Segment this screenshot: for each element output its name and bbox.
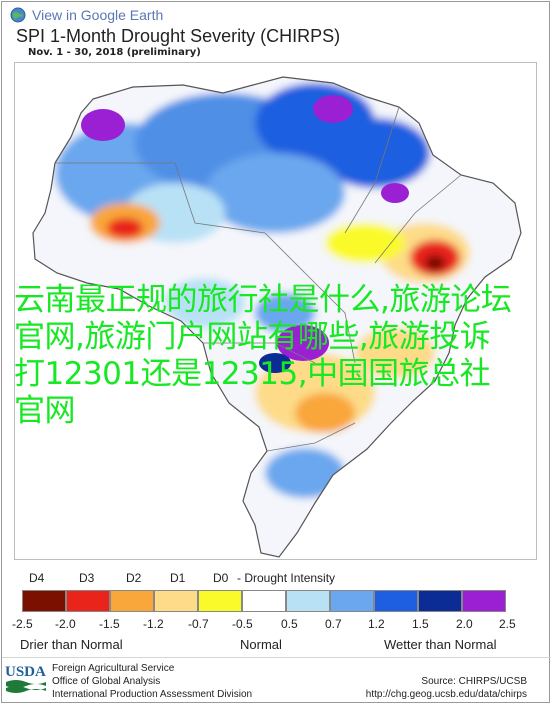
agency-line-3: International Production Assessment Divi… (52, 689, 253, 700)
legend-tick: -1.2 (143, 617, 164, 631)
legend-class-d1: D1 (170, 571, 186, 585)
source-url-link[interactable]: http://chg.geog.ucsb.edu/data/chirps (365, 689, 527, 700)
agency-line-1: Foreign Agricultural Service (52, 663, 175, 674)
legend-swatch (462, 590, 506, 612)
legend-swatch (198, 590, 242, 612)
legend-class-d2: D2 (126, 571, 142, 585)
drought-map (14, 62, 537, 560)
legend-tick: -0.5 (232, 617, 253, 631)
agency-line-2: Office of Global Analysis (52, 676, 161, 687)
legend-drought-title: - Drought Intensity (237, 571, 336, 585)
ge-link-text[interactable]: View in Google Earth (32, 7, 164, 23)
footer-divider (2, 657, 551, 658)
usda-logo-text: USDA (5, 664, 46, 680)
legend-drier-label: Drier than Normal (20, 637, 123, 652)
legend-tick: 0.7 (325, 617, 342, 631)
usda-logo: USDA (5, 664, 46, 693)
legend-tick: 2.5 (499, 617, 516, 631)
source-label: Source: CHIRPS/UCSB (421, 676, 527, 687)
legend-tick: 2.0 (456, 617, 473, 631)
view-in-google-earth-link[interactable]: View in Google Earth (10, 6, 163, 24)
legend-class-d4: D4 (29, 571, 45, 585)
legend-color-bar (22, 590, 506, 612)
legend-tick: 1.5 (412, 617, 429, 631)
legend-wetter-label: Wetter than Normal (384, 637, 497, 652)
legend-tick: -2.5 (12, 617, 33, 631)
drought-map-svg (15, 63, 536, 559)
legend-swatch (66, 590, 110, 612)
legend-class-d0: D0 (213, 571, 229, 585)
legend-tick: -2.0 (55, 617, 76, 631)
legend-swatch (330, 590, 374, 612)
legend-swatch (418, 590, 462, 612)
map-subtitle: Nov. 1 - 30, 2018 (preliminary) (28, 47, 201, 58)
legend-normal-label: Normal (240, 637, 282, 652)
overlay-text: 云南最正规的旅行社是什么,旅游论坛官网,旅游门户网站有哪些,旅游投诉打12301… (14, 282, 512, 429)
legend-swatch (110, 590, 154, 612)
map-title: SPI 1-Month Drought Severity (CHIRPS) (16, 26, 341, 46)
legend-class-d3: D3 (79, 571, 95, 585)
legend-tick: 1.2 (368, 617, 385, 631)
legend-tick: 0.5 (281, 617, 298, 631)
legend-tick: -0.7 (188, 617, 209, 631)
legend-swatch (22, 590, 66, 612)
google-earth-icon (10, 7, 26, 23)
legend-swatch (242, 590, 286, 612)
legend-tick: -1.5 (99, 617, 120, 631)
legend-swatch (374, 590, 418, 612)
legend-swatch (286, 590, 330, 612)
legend-swatch (154, 590, 198, 612)
